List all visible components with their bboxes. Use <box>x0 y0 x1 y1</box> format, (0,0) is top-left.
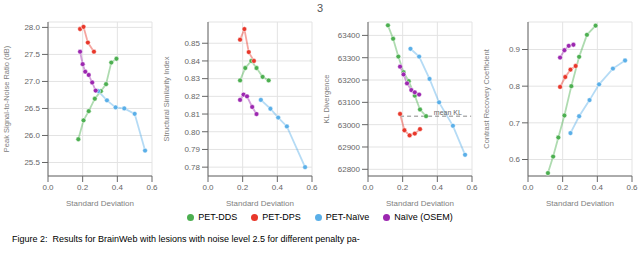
svg-text:28.0: 28.0 <box>24 23 40 32</box>
svg-text:Standard Deviation: Standard Deviation <box>226 199 294 206</box>
html-text:PET-DPS: PET-DPS <box>262 212 301 222</box>
svg-text:0.4: 0.4 <box>432 183 444 192</box>
svg-text:0.9: 0.9 <box>509 45 521 54</box>
svg-text:62900: 62900 <box>338 143 361 152</box>
html-text:PET-Naïve: PET-Naïve <box>325 212 370 222</box>
svg-text:0.2: 0.2 <box>237 183 249 192</box>
svg-text:0.6: 0.6 <box>509 155 521 164</box>
svg-text:0.85: 0.85 <box>184 39 200 48</box>
svg-text:0.2: 0.2 <box>557 183 569 192</box>
svg-text:0.4: 0.4 <box>272 183 284 192</box>
svg-text:0.8: 0.8 <box>509 82 521 91</box>
svg-text:0.78: 0.78 <box>184 163 200 172</box>
svg-text:KL Divergence: KL Divergence <box>322 75 331 124</box>
html-text:Figure 2: Results for BrainWeb: Figure 2: Results for BrainWeb with lesi… <box>12 234 360 244</box>
html-text:Naïve (OSEM): Naïve (OSEM) <box>394 212 453 222</box>
svg-text:Standard Deviation: Standard Deviation <box>386 199 454 206</box>
svg-text:0.2: 0.2 <box>77 183 89 192</box>
svg-text:0.0: 0.0 <box>202 183 214 192</box>
svg-text:0.7: 0.7 <box>509 119 521 128</box>
svg-text:0.0: 0.0 <box>522 183 534 192</box>
svg-text:0.0: 0.0 <box>362 183 374 192</box>
svg-text:27.0: 27.0 <box>24 77 40 86</box>
svg-text:Peak Signal-to-Noise Ratio (dB: Peak Signal-to-Noise Ratio (dB) <box>8 45 11 152</box>
svg-text:27.5: 27.5 <box>24 50 40 59</box>
svg-text:25.5: 25.5 <box>24 158 40 167</box>
svg-text:63100: 63100 <box>338 98 361 107</box>
svg-text:0.6: 0.6 <box>466 183 478 192</box>
svg-text:0.4: 0.4 <box>112 183 124 192</box>
svg-text:63000: 63000 <box>338 121 361 130</box>
svg-text:0.6: 0.6 <box>306 183 318 192</box>
svg-text:62800: 62800 <box>338 165 361 174</box>
svg-text:Standard Deviation: Standard Deviation <box>66 199 134 206</box>
svg-text:0.6: 0.6 <box>626 183 632 192</box>
svg-text:0.0: 0.0 <box>42 183 54 192</box>
svg-text:0.83: 0.83 <box>184 74 200 83</box>
svg-text:Contrast Recovery Coefficient: Contrast Recovery Coefficient <box>482 48 491 148</box>
svg-text:0.80: 0.80 <box>184 128 200 137</box>
svg-text:63200: 63200 <box>338 76 361 85</box>
svg-text:0.2: 0.2 <box>397 183 409 192</box>
svg-text:0.79: 0.79 <box>184 145 200 154</box>
svg-text:Standard Deviation: Standard Deviation <box>546 199 614 206</box>
svg-text:0.82: 0.82 <box>184 92 200 101</box>
svg-text:Structural Similarity Index: Structural Similarity Index <box>162 56 171 141</box>
svg-text:0.6: 0.6 <box>146 183 158 192</box>
svg-text:63300: 63300 <box>338 54 361 63</box>
svg-text:0.81: 0.81 <box>184 110 200 119</box>
svg-text:63400: 63400 <box>338 31 361 40</box>
svg-text:26.0: 26.0 <box>24 131 40 140</box>
html-text:PET-DDS: PET-DDS <box>198 212 238 222</box>
svg-text:26.5: 26.5 <box>24 104 40 113</box>
svg-text:0.4: 0.4 <box>592 183 604 192</box>
svg-text:0.84: 0.84 <box>184 57 200 66</box>
html-text:3: 3 <box>316 2 324 14</box>
svg-text:mean KL: mean KL <box>434 109 462 116</box>
